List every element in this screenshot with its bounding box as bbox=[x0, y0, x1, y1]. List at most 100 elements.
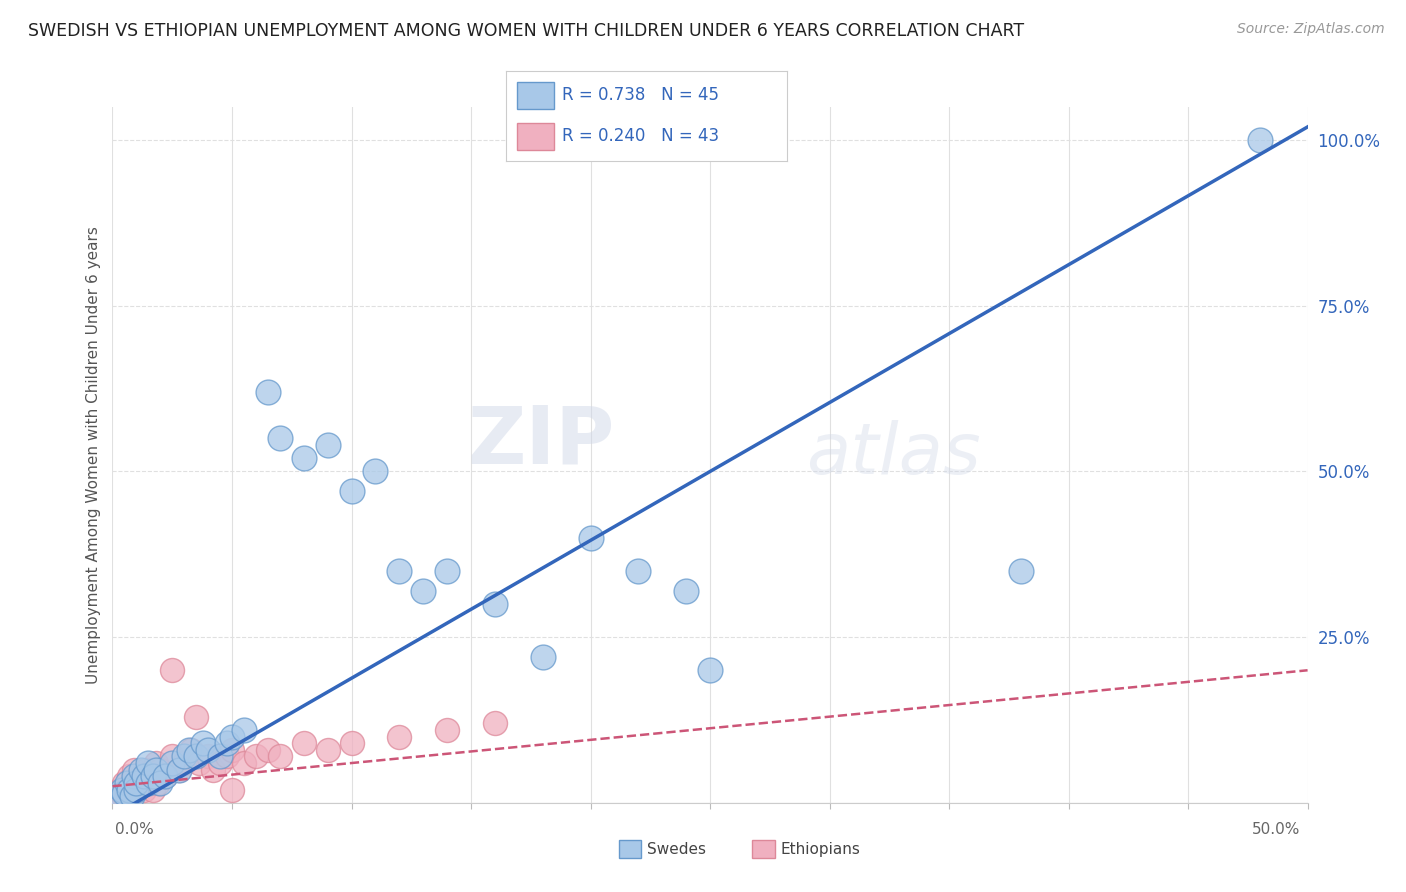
Point bbox=[105, 789, 128, 804]
Point bbox=[531, 650, 554, 665]
Point bbox=[132, 782, 155, 797]
Point bbox=[675, 583, 697, 598]
Point bbox=[122, 763, 145, 777]
Point bbox=[173, 756, 195, 770]
Point bbox=[145, 763, 167, 777]
Point bbox=[245, 749, 267, 764]
Point bbox=[1249, 133, 1271, 147]
Point bbox=[579, 531, 602, 545]
Point bbox=[121, 776, 143, 790]
Point bbox=[180, 743, 202, 757]
Point bbox=[114, 776, 135, 790]
Point bbox=[316, 743, 339, 757]
Point bbox=[292, 451, 315, 466]
Point bbox=[153, 769, 176, 783]
Point bbox=[162, 749, 183, 764]
Point bbox=[197, 749, 219, 764]
Point bbox=[149, 763, 172, 777]
Point bbox=[217, 749, 239, 764]
Point bbox=[484, 716, 506, 731]
Text: 50.0%: 50.0% bbox=[1253, 822, 1301, 837]
Point bbox=[118, 782, 141, 797]
Point bbox=[118, 769, 141, 783]
Point bbox=[221, 730, 243, 744]
Point bbox=[201, 763, 224, 777]
Point bbox=[115, 782, 138, 797]
Point bbox=[1010, 564, 1032, 578]
Point bbox=[221, 743, 243, 757]
Point bbox=[142, 769, 165, 783]
Point bbox=[269, 749, 291, 764]
Point bbox=[108, 782, 131, 797]
Point bbox=[115, 776, 138, 790]
Bar bbox=[517, 82, 554, 109]
Point bbox=[135, 763, 157, 777]
Point bbox=[257, 384, 280, 399]
Point bbox=[153, 769, 176, 783]
Point bbox=[125, 782, 148, 797]
Point bbox=[169, 763, 191, 777]
Point bbox=[162, 663, 183, 677]
Point bbox=[221, 782, 243, 797]
Point bbox=[149, 776, 172, 790]
Text: Source: ZipAtlas.com: Source: ZipAtlas.com bbox=[1237, 22, 1385, 37]
Point bbox=[162, 756, 183, 770]
Point bbox=[142, 782, 165, 797]
Point bbox=[128, 776, 150, 790]
Text: 0.0%: 0.0% bbox=[115, 822, 155, 837]
Point bbox=[484, 597, 506, 611]
Text: R = 0.738   N = 45: R = 0.738 N = 45 bbox=[562, 87, 720, 104]
Point bbox=[412, 583, 434, 598]
Point bbox=[138, 776, 160, 790]
Point bbox=[388, 564, 411, 578]
Point bbox=[316, 438, 339, 452]
Point bbox=[129, 769, 152, 783]
Point bbox=[217, 736, 239, 750]
Point bbox=[269, 431, 291, 445]
Point bbox=[699, 663, 721, 677]
Point bbox=[145, 756, 167, 770]
Point bbox=[129, 763, 152, 777]
Point bbox=[187, 756, 209, 770]
Point bbox=[388, 730, 411, 744]
Text: Ethiopians: Ethiopians bbox=[780, 842, 860, 856]
Text: atlas: atlas bbox=[806, 420, 980, 490]
Y-axis label: Unemployment Among Women with Children Under 6 years: Unemployment Among Women with Children U… bbox=[86, 226, 101, 684]
Point bbox=[208, 749, 231, 764]
Point bbox=[193, 736, 215, 750]
Text: R = 0.240   N = 43: R = 0.240 N = 43 bbox=[562, 128, 720, 145]
Point bbox=[340, 484, 363, 499]
Point bbox=[627, 564, 650, 578]
Point bbox=[111, 782, 134, 797]
Point bbox=[177, 743, 200, 757]
Point bbox=[197, 743, 219, 757]
Point bbox=[232, 723, 256, 737]
Point bbox=[125, 782, 148, 797]
Text: SWEDISH VS ETHIOPIAN UNEMPLOYMENT AMONG WOMEN WITH CHILDREN UNDER 6 YEARS CORREL: SWEDISH VS ETHIOPIAN UNEMPLOYMENT AMONG … bbox=[28, 22, 1024, 40]
Point bbox=[169, 763, 191, 777]
Point bbox=[257, 743, 280, 757]
Point bbox=[186, 749, 208, 764]
Point bbox=[132, 769, 155, 783]
Point bbox=[208, 756, 231, 770]
Text: Swedes: Swedes bbox=[647, 842, 706, 856]
Point bbox=[105, 789, 128, 804]
Point bbox=[122, 769, 145, 783]
Point bbox=[139, 769, 162, 783]
Point bbox=[125, 776, 148, 790]
Point bbox=[340, 736, 363, 750]
Point bbox=[114, 786, 135, 800]
Point bbox=[121, 789, 143, 804]
Point bbox=[364, 465, 387, 479]
Point bbox=[173, 749, 195, 764]
Point bbox=[186, 709, 208, 723]
Text: ZIP: ZIP bbox=[467, 402, 614, 480]
Point bbox=[232, 756, 256, 770]
Point bbox=[111, 786, 134, 800]
Point bbox=[436, 723, 458, 737]
Point bbox=[138, 756, 160, 770]
Point bbox=[292, 736, 315, 750]
Point bbox=[138, 776, 160, 790]
Bar bbox=[517, 123, 554, 150]
Point bbox=[436, 564, 458, 578]
